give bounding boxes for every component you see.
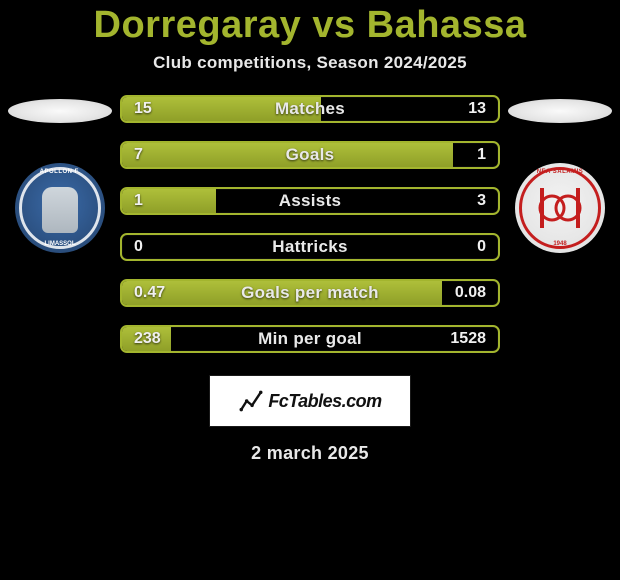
stat-label: Matches bbox=[122, 97, 498, 121]
stats-column: 15Matches137Goals11Assists30Hattricks00.… bbox=[120, 95, 500, 353]
stat-bar: 0.47Goals per match0.08 bbox=[120, 279, 500, 307]
stat-right-value: 3 bbox=[465, 189, 498, 213]
crest-bottom-text: 1948 bbox=[515, 241, 605, 247]
right-column: NEA SALAMIS 1948 bbox=[500, 95, 620, 253]
comparison-card: Dorregaray vs Bahassa Club competitions,… bbox=[0, 0, 620, 464]
page-title: Dorregaray vs Bahassa bbox=[0, 4, 620, 47]
crest-figure bbox=[42, 187, 78, 233]
stat-right-value: 0.08 bbox=[443, 281, 498, 305]
stat-right-value: 1 bbox=[465, 143, 498, 167]
chart-icon bbox=[238, 388, 264, 414]
stat-right-value: 0 bbox=[465, 235, 498, 259]
stat-right-value: 13 bbox=[456, 97, 498, 121]
stat-label: Goals per match bbox=[122, 281, 498, 305]
right-team-crest: NEA SALAMIS 1948 bbox=[515, 163, 605, 253]
logo-text: FcTables.com bbox=[268, 391, 381, 412]
subtitle: Club competitions, Season 2024/2025 bbox=[0, 53, 620, 73]
stat-bar: 0Hattricks0 bbox=[120, 233, 500, 261]
stat-bar: 7Goals1 bbox=[120, 141, 500, 169]
crest-top-text: APOLLON F. bbox=[15, 169, 105, 175]
stat-bar: 1Assists3 bbox=[120, 187, 500, 215]
source-logo: FcTables.com bbox=[209, 375, 411, 427]
stat-bar: 15Matches13 bbox=[120, 95, 500, 123]
crest-bottom-text: LIMASSOL bbox=[15, 241, 105, 247]
date-label: 2 march 2025 bbox=[0, 443, 620, 464]
stat-label: Hattricks bbox=[122, 235, 498, 259]
crest-emblem bbox=[536, 184, 584, 232]
main-row: APOLLON F. LIMASSOL 15Matches137Goals11A… bbox=[0, 95, 620, 353]
right-placeholder-oval bbox=[508, 99, 612, 123]
crest-top-text: NEA SALAMIS bbox=[515, 169, 605, 175]
stat-label: Goals bbox=[122, 143, 498, 167]
stat-bar: 238Min per goal1528 bbox=[120, 325, 500, 353]
stat-right-value: 1528 bbox=[438, 327, 498, 351]
left-team-crest: APOLLON F. LIMASSOL bbox=[15, 163, 105, 253]
stat-label: Assists bbox=[122, 189, 498, 213]
left-placeholder-oval bbox=[8, 99, 112, 123]
left-column: APOLLON F. LIMASSOL bbox=[0, 95, 120, 253]
